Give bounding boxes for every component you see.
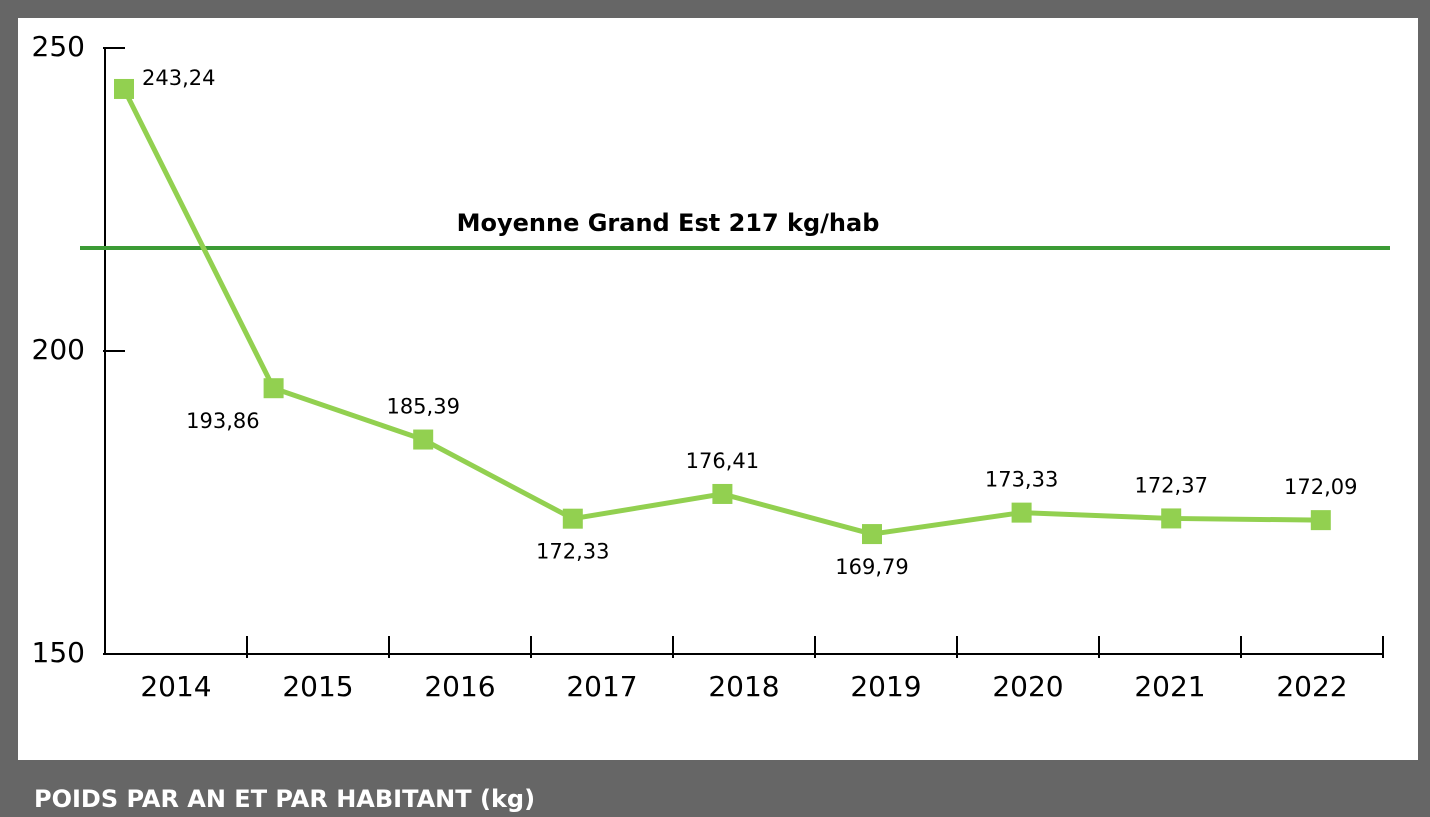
marker: [1310, 510, 1331, 531]
chart-title: POIDS PAR AN ET PAR HABITANT (kg): [34, 785, 535, 813]
plot-background: [18, 18, 1418, 760]
x-tick-label: 2019: [850, 670, 921, 703]
marker: [263, 378, 284, 399]
x-tick-label: 2014: [140, 670, 211, 703]
data-label: 172,37: [1134, 473, 1207, 497]
x-tick-label: 2020: [992, 670, 1063, 703]
marker: [1011, 502, 1032, 523]
x-tick-label: 2017: [566, 670, 637, 703]
data-label: 173,33: [985, 468, 1058, 492]
data-label: 172,09: [1284, 475, 1357, 499]
data-label: 176,41: [686, 449, 759, 473]
marker: [862, 524, 882, 545]
data-label: 193,86: [186, 409, 259, 433]
x-tick-label: 2016: [424, 670, 495, 703]
data-label: 172,33: [536, 540, 609, 564]
marker: [1161, 508, 1182, 529]
y-tick-label: 250: [32, 30, 85, 63]
data-label: 185,39: [386, 395, 459, 419]
data-label: 243,24: [142, 66, 215, 90]
marker: [712, 483, 733, 504]
data-label: 169,79: [835, 555, 908, 579]
x-tick-label: 2022: [1276, 670, 1347, 703]
reference-label: Moyenne Grand Est 217 kg/hab: [457, 209, 880, 237]
marker: [413, 429, 434, 450]
y-tick-label: 200: [32, 333, 85, 366]
x-tick-label: 2015: [282, 670, 353, 703]
x-tick-label: 2021: [1134, 670, 1205, 703]
x-tick-label: 2018: [708, 670, 779, 703]
y-tick-label: 150: [32, 636, 85, 669]
marker: [562, 508, 583, 529]
marker: [114, 78, 134, 99]
